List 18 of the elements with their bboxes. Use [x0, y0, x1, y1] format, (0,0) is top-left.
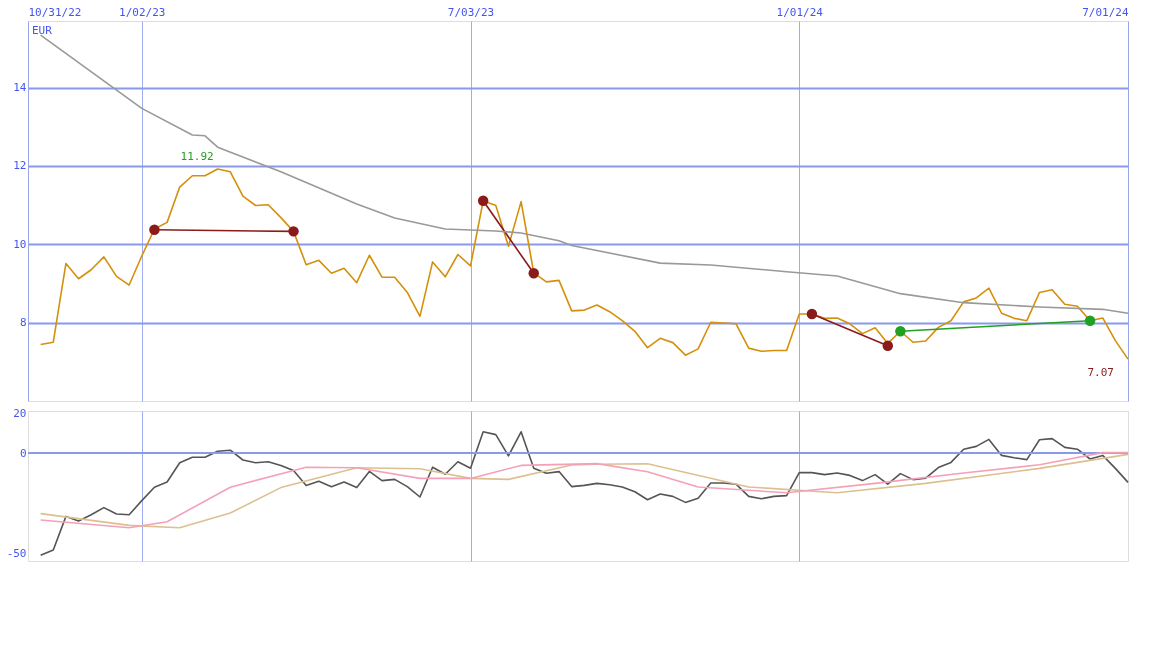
y-tick-label: 14: [13, 81, 27, 95]
y-tick-label: 12: [13, 159, 27, 173]
x-tick-label: 10/31/22: [28, 5, 82, 19]
y-tick-label: 0: [19, 446, 27, 460]
x-tick-label: 1/01/24: [776, 5, 824, 19]
y-tick-label: 10: [13, 237, 27, 251]
y-axis-title: EUR: [32, 24, 53, 37]
line-series: [39, 168, 1129, 360]
x-tick-label: 7/03/23: [447, 5, 495, 19]
annotation: 7.07: [1087, 366, 1114, 380]
line-series: [39, 34, 1129, 315]
x-tick-label: 1/02/23: [119, 5, 166, 19]
x-tick-label: 7/01/24: [1082, 5, 1129, 19]
y-tick-label: 20: [13, 406, 27, 420]
line-series: [39, 431, 1129, 556]
y-tick-label: -50: [6, 546, 27, 560]
annotation: 11.92: [180, 150, 214, 164]
y-tick-label: 8: [19, 316, 27, 330]
